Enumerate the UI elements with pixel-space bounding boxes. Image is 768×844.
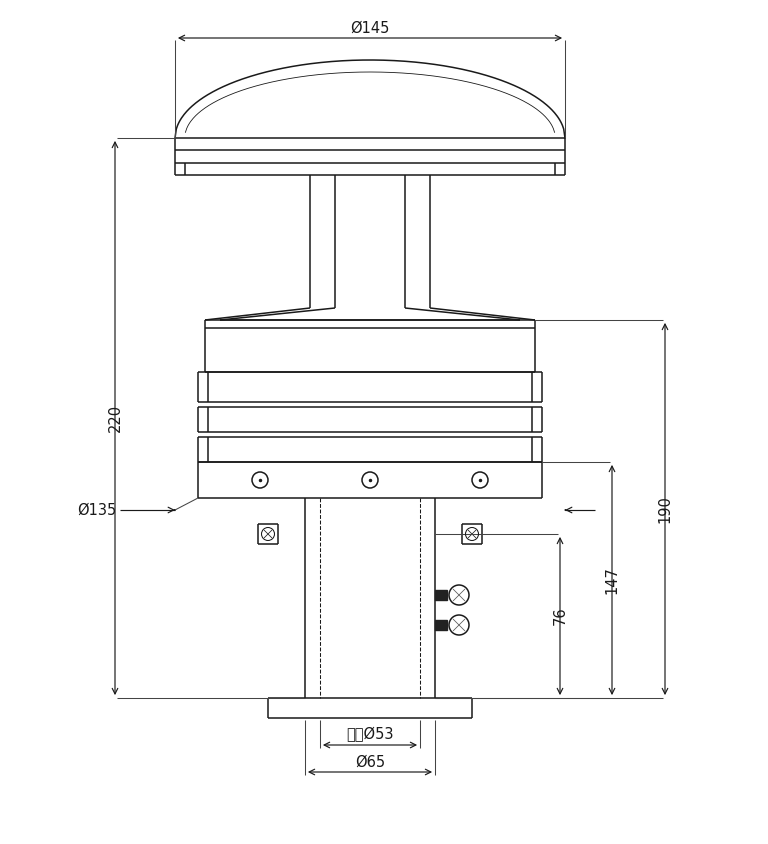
- Text: 190: 190: [657, 495, 673, 523]
- Text: Ø145: Ø145: [350, 20, 389, 35]
- Text: 内径Ø53: 内径Ø53: [346, 728, 394, 743]
- Text: 76: 76: [552, 607, 568, 625]
- Text: 220: 220: [108, 404, 123, 432]
- Polygon shape: [435, 620, 447, 630]
- Text: 147: 147: [604, 566, 620, 594]
- Text: Ø135: Ø135: [78, 502, 117, 517]
- Polygon shape: [435, 590, 447, 600]
- Text: Ø65: Ø65: [355, 755, 385, 770]
